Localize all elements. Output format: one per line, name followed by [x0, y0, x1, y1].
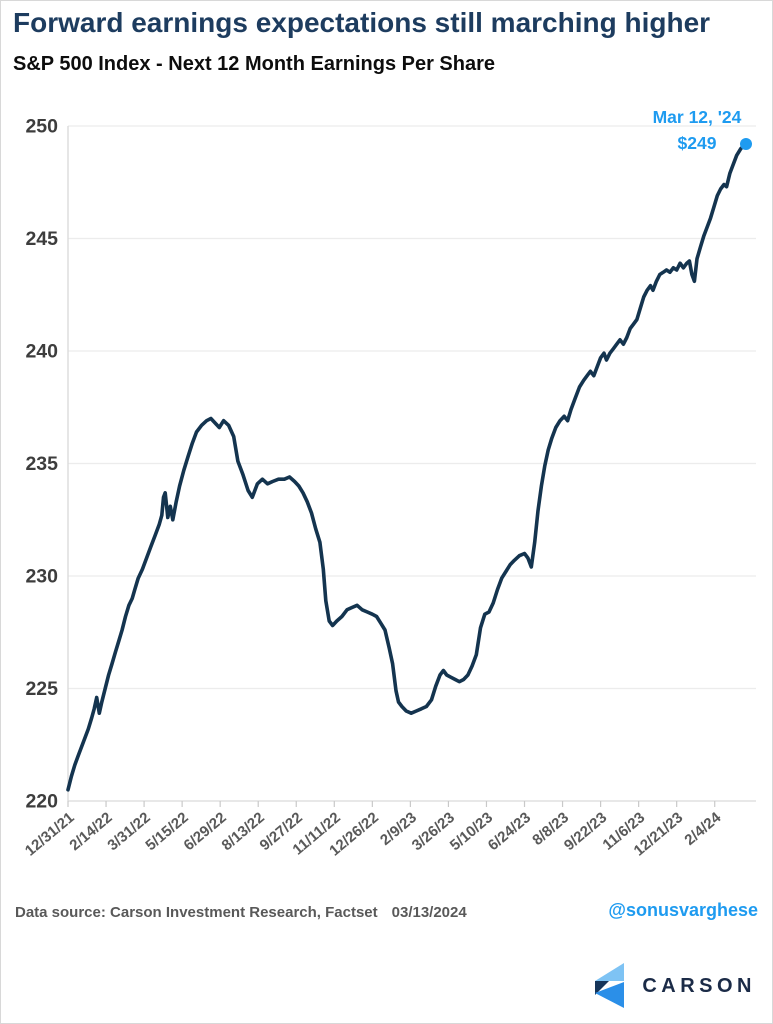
y-axis-label: 235	[25, 453, 58, 475]
social-handle: @sonusvarghese	[608, 900, 758, 920]
carson-logo-icon	[595, 963, 625, 1008]
end-point-dot	[740, 138, 752, 150]
annotation-date: Mar 12, '24	[653, 107, 742, 127]
y-axis-label: 250	[25, 116, 58, 138]
page-subtitle: S&P 500 Index - Next 12 Month Earnings P…	[13, 53, 496, 75]
x-axis-label: 3/31/22	[104, 809, 153, 854]
x-axis-label: 12/31/21	[22, 809, 78, 860]
y-axis-label: 225	[25, 678, 58, 700]
x-axis-label: 6/24/23	[485, 809, 534, 854]
page-title: Forward earnings expectations still marc…	[13, 7, 711, 38]
y-axis-label: 240	[25, 341, 58, 363]
x-axis-label: 8/13/22	[219, 809, 268, 854]
data-source-text: Data source: Carson Investment Research,…	[15, 904, 378, 921]
x-axis-label: 5/15/22	[142, 809, 191, 854]
x-axis-label: 6/29/22	[180, 809, 229, 854]
y-axis-label: 220	[25, 791, 58, 813]
y-axis-label: 245	[25, 228, 58, 250]
x-axis-label: 2/14/22	[66, 809, 115, 854]
y-axis-label: 230	[25, 566, 58, 588]
x-axis-label: 3/26/23	[409, 809, 458, 854]
carson-logo: CARSON	[587, 962, 756, 1010]
x-axis-label: 5/10/23	[447, 809, 496, 854]
series-line	[66, 142, 748, 792]
x-axis-label: 2/4/24	[681, 809, 724, 849]
chart-area: 220 225 230 235 240 245 250 12/31/21 2/14/22 3/31…	[1, 89, 772, 889]
as-of-date: 03/13/2024	[391, 904, 467, 921]
data-source: Data source: Carson Investment Research,…	[15, 904, 467, 921]
carson-logo-text: CARSON	[642, 974, 756, 997]
x-axis-label: 9/22/23	[561, 809, 610, 854]
line-chart: 220 225 230 235 240 245 250 12/31/212/14/223/31…	[22, 107, 756, 860]
annotation-value: $249	[678, 133, 717, 153]
